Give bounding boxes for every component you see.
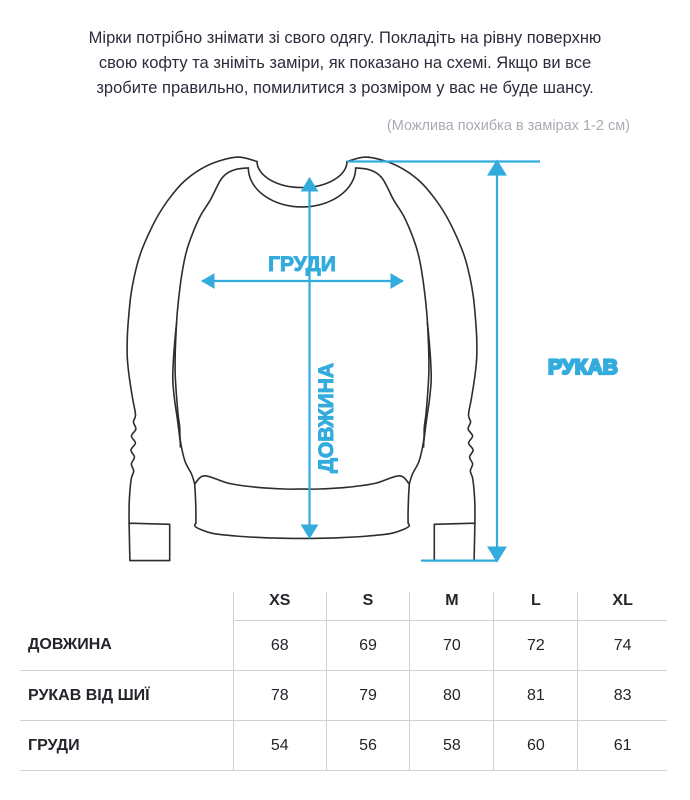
svg-text:ГРУДИ: ГРУДИ (268, 253, 336, 276)
svg-text:РУКАВ: РУКАВ (548, 356, 618, 379)
svg-text:ДОВЖИНА: ДОВЖИНА (315, 363, 338, 473)
